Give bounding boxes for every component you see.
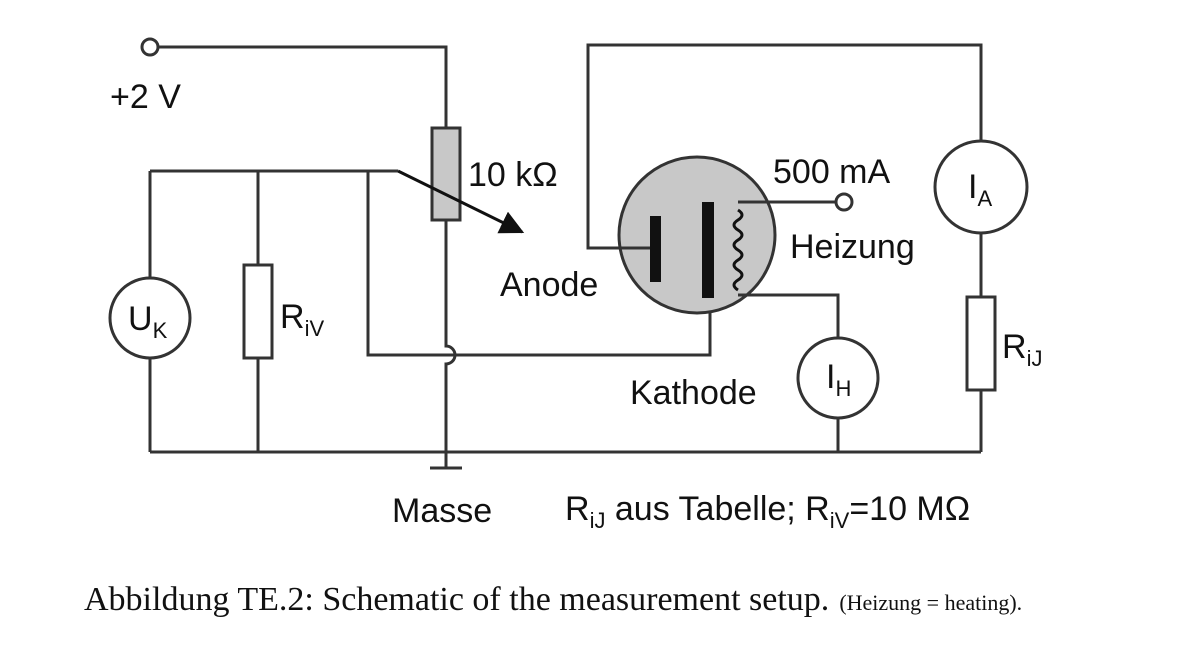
resistor-riv [242,263,274,360]
cathode-label: Kathode [630,374,757,412]
ammeter-ih [796,336,880,420]
potentiometer-label: 10 kΩ [468,156,558,194]
tube-anode-plate [650,216,661,282]
supply-voltage-label: +2 V [110,78,181,116]
resistor-rij [965,295,997,392]
anode-wire [586,43,983,250]
figure-caption: Abbildung TE.2: Schematic of the measure… [84,581,1022,618]
voltmeter-uk [108,276,192,360]
anode-label: Anode [500,266,598,304]
heater-terminal [834,192,854,212]
ih-label: IH [826,358,851,401]
wiper-arrow [397,169,525,234]
heater-return-wire [738,293,840,452]
potentiometer [430,126,462,222]
vacuum-tube [617,155,777,315]
ia-label: IA [968,168,992,211]
potentiometer-ground-wire [444,220,457,468]
uk-label: UK [128,300,168,343]
cathode-wire [366,171,712,357]
riv-label: RiV [280,298,324,341]
supply-terminal [140,37,160,57]
rij-label: RiJ [1002,328,1042,371]
tube-cathode-plate [702,202,714,298]
resistance-note: RiJ aus Tabelle; RiV=10 MΩ [565,490,970,533]
heater-label: Heizung [790,228,915,266]
ground-label: Masse [392,492,492,530]
heater-filament [732,208,744,292]
supply-wire [158,45,448,128]
heater-current-label: 500 mA [773,153,890,191]
